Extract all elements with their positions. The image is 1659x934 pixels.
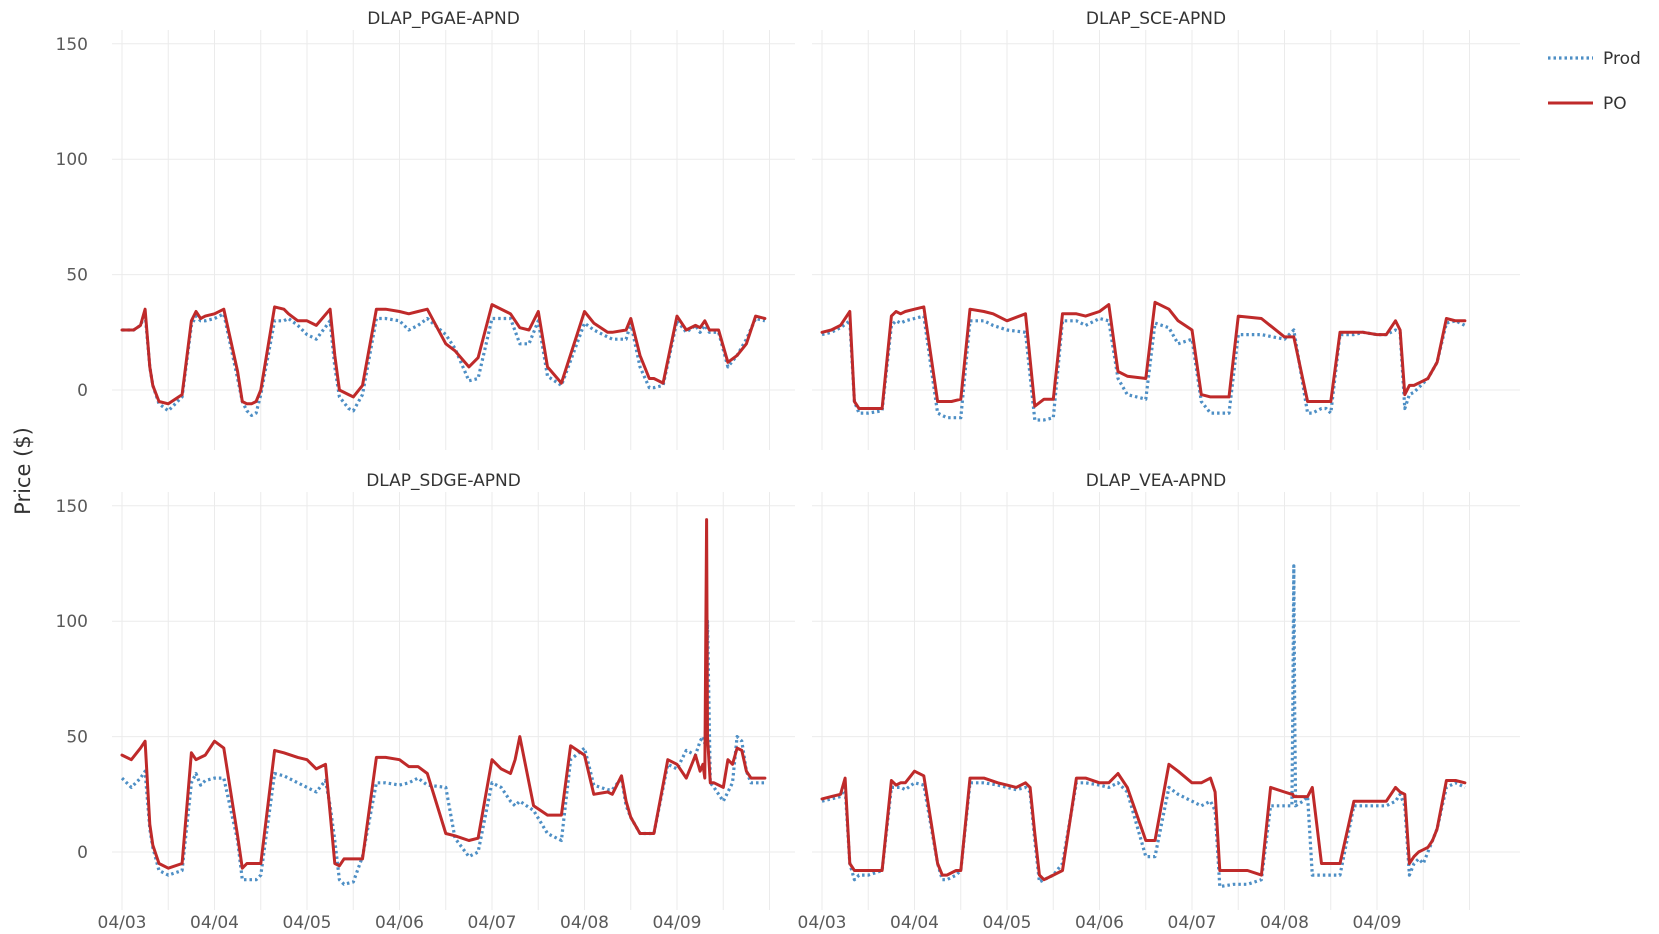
y-tick-label: 0 (77, 843, 88, 863)
chart-panels: DLAP_PGAE-APND 0 50 100 150 DLAP_SCE-APND DLAP… (56, 9, 1520, 933)
x-tick-label: 04/07 (1168, 913, 1217, 933)
x-tick-label: 04/06 (1075, 913, 1124, 933)
x-tick-label: 04/04 (890, 913, 939, 933)
panel-dlap-vea-apnd: DLAP_VEA-APND 04/03 04/04 04/05 04/06 04/07 04… (798, 471, 1521, 933)
series-line-po (122, 520, 765, 869)
legend-label: PO (1603, 94, 1627, 114)
x-tick-label: 04/09 (1353, 913, 1402, 933)
y-tick-label: 100 (56, 612, 88, 632)
y-tick-label: 150 (56, 497, 88, 517)
x-tick-label: 04/08 (1260, 913, 1309, 933)
x-tick-label: 04/09 (653, 913, 702, 933)
panel-title: DLAP_SCE-APND (1086, 9, 1226, 29)
panel-title: DLAP_PGAE-APND (367, 9, 520, 29)
legend-item-prod[interactable]: Prod (1548, 49, 1641, 69)
panel-title: DLAP_SDGE-APND (366, 471, 521, 491)
x-tick-label: 04/03 (798, 913, 847, 933)
y-tick-label: 0 (77, 381, 88, 401)
y-tick-label: 100 (56, 150, 88, 170)
y-tick-label: 50 (66, 266, 88, 286)
x-tick-label: 04/06 (375, 913, 424, 933)
legend-item-po[interactable]: PO (1548, 94, 1627, 114)
x-tick-label: 04/08 (560, 913, 609, 933)
panel-title: DLAP_VEA-APND (1086, 471, 1226, 491)
panel-dlap-pgae-apnd: DLAP_PGAE-APND 0 50 100 150 (56, 9, 795, 450)
x-tick-label: 04/04 (190, 913, 239, 933)
x-tick-label: 04/05 (983, 913, 1032, 933)
x-tick-label: 04/05 (283, 913, 332, 933)
panel-dlap-sdge-apnd: DLAP_SDGE-APND 0 50 100 150 04/03 04/04 04/05 04… (56, 471, 795, 933)
series-line-po (122, 305, 765, 404)
y-tick-label: 50 (66, 728, 88, 748)
y-axis-label: Price ($) (11, 427, 35, 515)
x-tick-label: 04/03 (98, 913, 147, 933)
series-line-prod (122, 621, 765, 884)
panel-dlap-sce-apnd: DLAP_SCE-APND (812, 9, 1520, 450)
chart-legend[interactable]: Prod PO (1548, 49, 1641, 114)
y-tick-label: 150 (56, 35, 88, 55)
legend-label: Prod (1603, 49, 1641, 69)
series-line-prod (822, 566, 1465, 887)
series-line-po (822, 764, 1465, 879)
x-tick-label: 04/07 (468, 913, 517, 933)
